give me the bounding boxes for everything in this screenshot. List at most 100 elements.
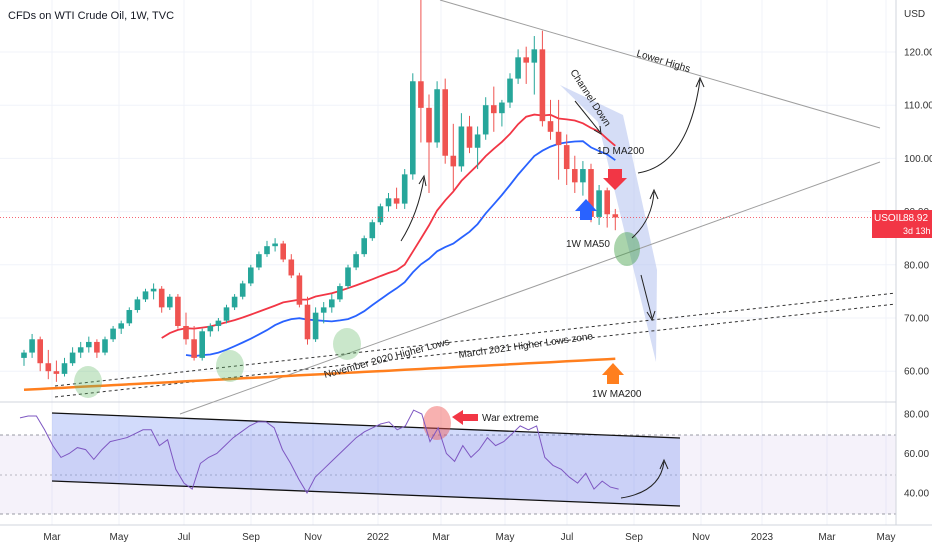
candle [337, 283, 343, 303]
candlesticks [21, 0, 619, 382]
candle [191, 325, 197, 361]
candle [345, 264, 351, 289]
candle [304, 296, 311, 345]
candle-body [167, 296, 173, 308]
candle-body [150, 288, 157, 292]
candle-body [604, 190, 610, 215]
candle [499, 99, 505, 127]
candle [118, 320, 124, 334]
candle [612, 208, 619, 231]
rsi-tick-label: 40.00 [904, 489, 929, 500]
candle [450, 123, 457, 191]
candle-body [523, 57, 529, 63]
chart-title: CFDs on WTI Crude Oil, 1W, TVC [8, 10, 174, 22]
candle-body [231, 296, 238, 308]
candle [547, 99, 554, 140]
candle-body [580, 169, 586, 183]
candle [102, 336, 108, 356]
candle [215, 318, 222, 332]
candle [563, 134, 570, 185]
time-axis-ticks[interactable]: Mar May Jul Sep Nov 2022 Mar May Jul Sep Nov 2023 Ma… [43, 532, 895, 543]
nov-2020-higher-lows-line-a [54, 292, 897, 387]
candle-body [304, 304, 311, 340]
target-zone-marker [614, 232, 640, 266]
candle [539, 30, 546, 127]
candle [515, 49, 521, 84]
candle-body [37, 339, 43, 364]
candle-body [377, 206, 384, 223]
candle-body [61, 363, 68, 374]
candle-body [345, 267, 351, 287]
candle [320, 302, 327, 324]
rsi-channel-bottom [51, 480, 681, 507]
last-price-symbol: USOIL [874, 213, 904, 224]
candle-body [142, 291, 149, 300]
price-axis-unit: USD [904, 9, 925, 20]
candle-body [207, 325, 214, 332]
candle [555, 99, 562, 180]
candle-body [426, 107, 432, 143]
candle-body [491, 105, 497, 114]
candle-body [21, 352, 27, 358]
candle [474, 126, 481, 170]
candle-body [385, 198, 392, 207]
candle-body [499, 102, 505, 114]
candle [199, 328, 205, 361]
candle-body [264, 246, 270, 255]
candle-body [239, 283, 246, 297]
rsi-channel [52, 413, 680, 506]
candle-body [515, 57, 521, 79]
candle-body [361, 238, 367, 255]
rebound-arrow [631, 191, 655, 239]
time-tick-label: Sep [625, 532, 643, 543]
candle-body [418, 81, 424, 108]
ma200-1d-label: 1D MA200 [597, 146, 645, 157]
arrow-head [695, 76, 705, 88]
candle-body [588, 169, 594, 217]
candle [77, 341, 84, 358]
candle [239, 280, 246, 300]
candle-body [288, 259, 295, 276]
mar-2021-zone-label: March 2021 Higher Lows zone [458, 331, 594, 361]
candle [491, 86, 497, 132]
price-tick-label: 60.00 [904, 367, 929, 378]
candle [361, 235, 367, 257]
candle [150, 283, 157, 300]
candle-body [482, 105, 489, 135]
candle-body [572, 169, 578, 183]
rsi-tick-label: 60.00 [904, 449, 929, 460]
candle [21, 349, 27, 366]
time-tick-label: Mar [818, 532, 836, 543]
candle [288, 254, 295, 279]
channel-down-arrow [574, 100, 601, 133]
candle-body [256, 254, 262, 268]
rsi-rebound-arrow [620, 461, 665, 499]
candle [207, 323, 214, 337]
candle [110, 325, 116, 342]
candle [248, 264, 254, 287]
candle [175, 294, 181, 329]
candle-body [442, 89, 448, 156]
candle-body [134, 299, 141, 311]
candle-body [199, 331, 205, 358]
candle-body [158, 288, 165, 308]
time-tick-label: Mar [432, 532, 450, 543]
candle [126, 307, 133, 326]
ma50-1w-label: 1W MA50 [566, 239, 610, 250]
candle [482, 97, 489, 140]
price-tick-label: 70.00 [904, 314, 929, 325]
candle-body [77, 347, 84, 353]
candle [531, 36, 538, 95]
candle [580, 161, 586, 196]
candle [264, 240, 270, 257]
breakout-arrow [637, 79, 701, 174]
arrow-head [659, 458, 669, 470]
candle-body [458, 126, 465, 167]
candle [385, 192, 392, 212]
rsi-tick-label: 80.00 [904, 410, 929, 421]
candle-body [393, 198, 400, 204]
candle [272, 238, 278, 252]
arrow-head [418, 174, 427, 187]
candle-body [280, 243, 286, 260]
candle [142, 288, 149, 303]
